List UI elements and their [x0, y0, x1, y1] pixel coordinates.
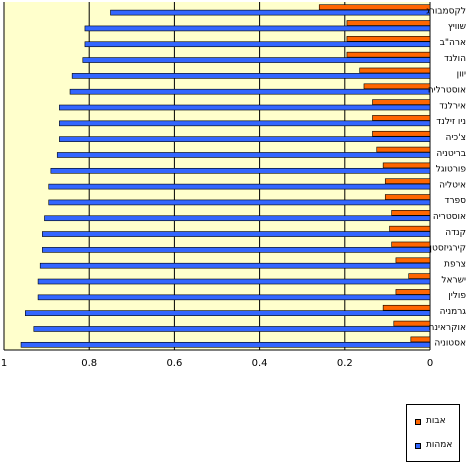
category-label-17: ישראל [441, 275, 466, 285]
category-label-4: יוון [457, 70, 466, 80]
bar-fathers-12 [384, 194, 431, 200]
bar-fathers-1 [346, 20, 431, 26]
category-label-1: שוויץ [448, 22, 466, 32]
category-label-20: אוקראינה [429, 323, 466, 333]
bar-mothers-6 [59, 104, 431, 111]
category-label-11: איטליה [439, 180, 466, 190]
bar-fathers-19 [382, 304, 431, 311]
bar-fathers-17 [408, 273, 431, 279]
bars [20, 4, 431, 348]
category-label-7: ניו זילנד [436, 117, 466, 127]
bar-mothers-11 [48, 183, 431, 190]
bar-mothers-2 [84, 41, 431, 48]
bar-mothers-9 [56, 152, 431, 158]
x-tick-label-4: 0.8 [81, 358, 97, 369]
x-tick-label-3: 0.6 [166, 358, 182, 369]
bar-fathers-6 [372, 99, 431, 105]
bar-fathers-15 [391, 241, 431, 248]
x-tick-label-5: 1 [1, 358, 7, 369]
bar-mothers-13 [44, 215, 431, 222]
category-label-0: לקסמבורג [426, 6, 466, 16]
bar-mothers-18 [37, 294, 431, 301]
bar-mothers-15 [42, 247, 431, 253]
legend-label-mothers: אמהות [426, 440, 453, 450]
bar-fathers-3 [346, 51, 431, 58]
bar-mothers-21 [20, 341, 431, 348]
x-tick-labels: 0 0.2 0.4 0.6 0.8 1 [1, 358, 433, 369]
legend-label-fathers: אבות [426, 416, 446, 426]
category-label-10: פורטוגל [436, 165, 467, 175]
category-label-12: ספרד [445, 196, 467, 206]
bar-mothers-3 [82, 57, 431, 63]
category-label-15: קירגיזסטן [430, 244, 466, 254]
bar-fathers-4 [359, 67, 431, 74]
bar-mothers-5 [69, 88, 431, 95]
x-tick-label-0: 0 [427, 358, 433, 369]
x-tick-label-2: 0.4 [252, 358, 268, 369]
bar-mothers-0 [110, 9, 431, 16]
category-label-9: בריטניה [436, 149, 466, 159]
legend-item-fathers: אבות [413, 415, 459, 431]
category-label-5: אוסטרליה [428, 86, 466, 96]
category-label-6: אירלנד [439, 101, 466, 111]
bar-mothers-8 [59, 136, 431, 142]
bar-fathers-9 [376, 146, 431, 153]
legend-item-mothers: אמהות [413, 439, 459, 455]
category-label-8: צ'כיה [446, 133, 466, 143]
bar-mothers-16 [39, 262, 431, 269]
category-label-14: קנדה [445, 228, 466, 238]
bar-fathers-13 [391, 210, 431, 216]
bar-fathers-20 [393, 320, 431, 327]
bar-fathers-5 [363, 83, 431, 90]
legend-swatch-mothers [415, 443, 421, 449]
bar-mothers-7 [59, 120, 431, 127]
category-label-2: ארה"ב [440, 38, 466, 48]
bar-mothers-14 [42, 231, 431, 237]
bar-mothers-1 [84, 25, 431, 32]
bar-fathers-0 [318, 4, 431, 11]
bar-fathers-18 [395, 289, 431, 295]
bar-fathers-2 [346, 36, 431, 42]
bar-fathers-21 [410, 336, 431, 343]
category-label-16: צרפת [444, 260, 466, 270]
bar-fathers-10 [382, 162, 431, 169]
category-label-13: אוסטריה [433, 212, 466, 222]
category-labels: לקסמבורג שוויץ ארה"ב הולנד יוון אוסטרליה אירלנ… [426, 6, 466, 348]
bar-fathers-8 [372, 130, 431, 137]
x-tick-label-1: 0.2 [337, 358, 353, 369]
bar-mothers-19 [24, 310, 431, 316]
category-label-3: הולנד [444, 54, 466, 64]
category-label-19: גרמניה [440, 307, 467, 317]
bar-fathers-16 [395, 257, 431, 264]
bar-mothers-12 [48, 199, 431, 206]
bar-mothers-10 [50, 167, 431, 174]
category-label-18: פולין [448, 291, 466, 301]
bar-mothers-4 [71, 73, 431, 79]
bar-mothers-20 [33, 326, 431, 332]
bar-fathers-7 [372, 115, 431, 121]
bar-mothers-17 [37, 278, 431, 285]
category-label-21: אסטוניה [434, 339, 466, 349]
bar-fathers-14 [389, 225, 431, 232]
bar-fathers-11 [384, 178, 431, 185]
legend: אבות אמהות [406, 404, 460, 462]
legend-swatch-fathers [415, 419, 421, 425]
